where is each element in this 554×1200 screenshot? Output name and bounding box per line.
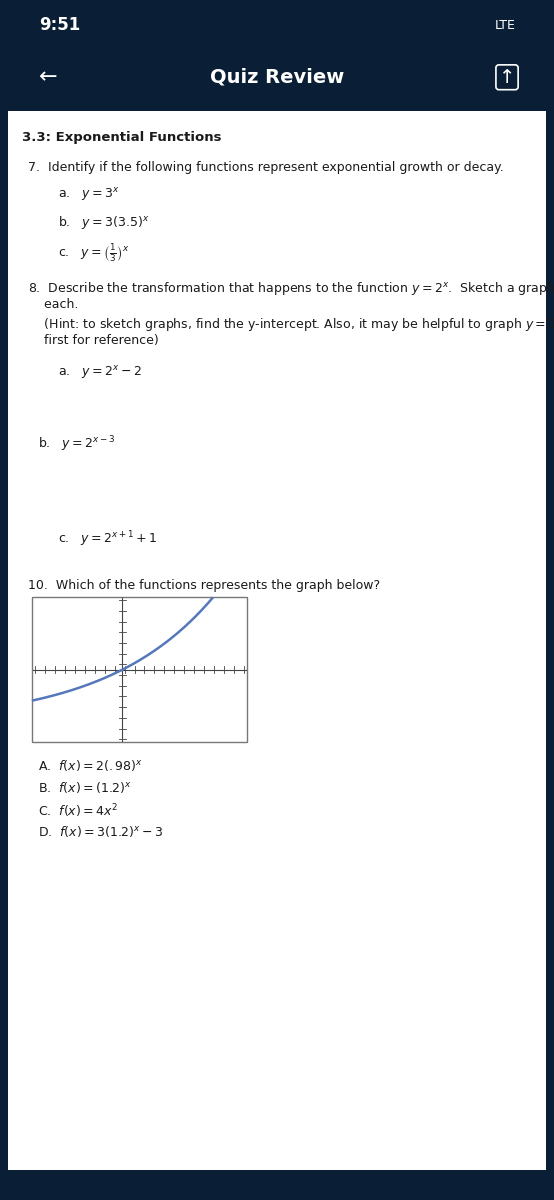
Text: first for reference): first for reference) — [28, 334, 159, 347]
Text: B.  $f(x) = (1.2)^x$: B. $f(x) = (1.2)^x$ — [38, 780, 132, 796]
Text: a.   $y = 3^x$: a. $y = 3^x$ — [58, 186, 120, 203]
Text: Quiz Review: Quiz Review — [210, 67, 344, 86]
Text: b.   $y = 2^{x-3}$: b. $y = 2^{x-3}$ — [38, 434, 115, 454]
Text: c.   $y = \left(\frac{1}{3}\right)^x$: c. $y = \left(\frac{1}{3}\right)^x$ — [58, 242, 129, 264]
Text: each.: each. — [28, 298, 78, 311]
Text: ←: ← — [39, 67, 58, 88]
Text: (Hint: to sketch graphs, find the y-intercept. Also, it may be helpful to graph : (Hint: to sketch graphs, find the y-inte… — [28, 316, 554, 334]
Text: b.   $y = 3(3.5)^x$: b. $y = 3(3.5)^x$ — [58, 214, 150, 232]
Text: A.  $f(x) = 2(.98)^x$: A. $f(x) = 2(.98)^x$ — [38, 758, 143, 773]
Text: LTE: LTE — [494, 18, 515, 31]
Text: c.   $y = 2^{x+1} + 1$: c. $y = 2^{x+1} + 1$ — [58, 529, 157, 548]
Text: 3.3: Exponential Functions: 3.3: Exponential Functions — [22, 131, 222, 144]
Text: a.   $y = 2^x - 2$: a. $y = 2^x - 2$ — [58, 365, 142, 382]
Text: ↑: ↑ — [499, 67, 515, 86]
Text: 9:51: 9:51 — [39, 16, 80, 34]
Text: 7.  Identify if the following functions represent exponential growth or decay.: 7. Identify if the following functions r… — [28, 161, 504, 174]
Text: D.  $f(x) = 3(1.2)^x - 3$: D. $f(x) = 3(1.2)^x - 3$ — [38, 824, 163, 839]
Bar — [32, 598, 247, 742]
Text: C.  $f(x) = 4x^2$: C. $f(x) = 4x^2$ — [38, 803, 118, 820]
Text: 10.  Which of the functions represents the graph below?: 10. Which of the functions represents th… — [28, 580, 380, 593]
Text: 8.  Describe the transformation that happens to the function $y = 2^x$.  Sketch : 8. Describe the transformation that happ… — [28, 281, 554, 298]
